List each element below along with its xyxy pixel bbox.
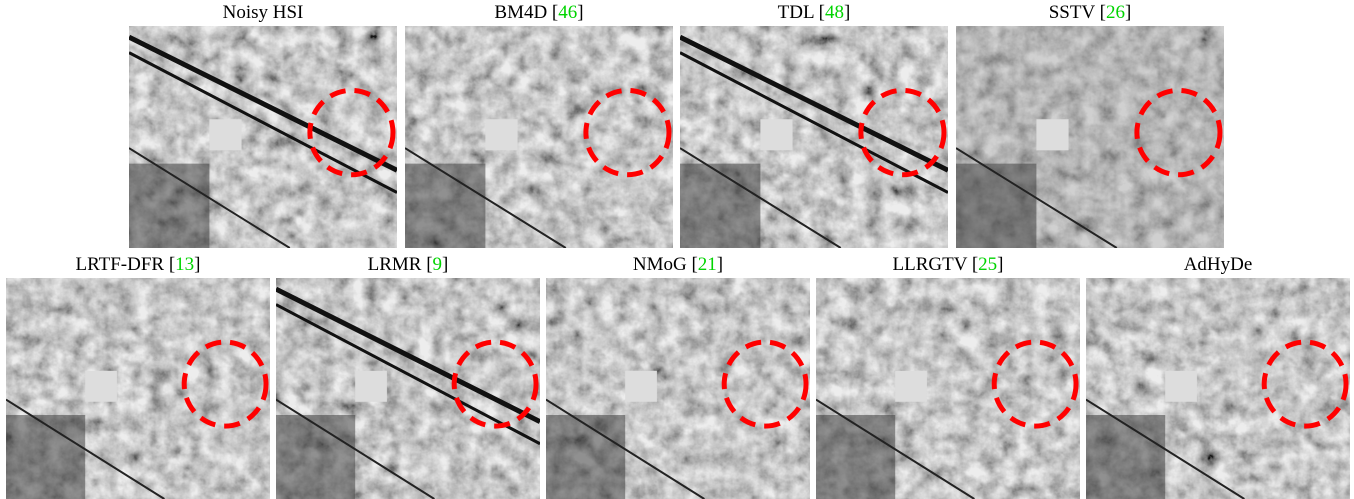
image <box>680 26 948 248</box>
building <box>1036 119 1068 150</box>
caption: LRTF-DFR [13] <box>75 254 200 275</box>
building <box>85 371 117 402</box>
caption: TDL [48] <box>778 2 851 23</box>
caption-text: Noisy HSI <box>223 2 304 23</box>
fields <box>546 415 625 499</box>
panel: SSTV [26] <box>956 2 1224 248</box>
fields <box>1086 415 1165 499</box>
panel: NMoG [21] <box>546 254 810 499</box>
citation: 48 <box>825 2 844 23</box>
caption: LLRGTV [25] <box>893 254 1004 275</box>
caption-text: AdHyDe <box>1184 254 1253 275</box>
citation: 9 <box>433 254 443 275</box>
building <box>625 371 657 402</box>
citation: 13 <box>175 254 194 275</box>
image <box>956 26 1224 248</box>
fields <box>956 164 1036 248</box>
caption-text: ] <box>844 2 850 23</box>
caption: LRMR [9] <box>368 254 449 275</box>
building <box>209 119 241 150</box>
caption-text: SSTV [ <box>1049 2 1106 23</box>
caption: SSTV [26] <box>1049 2 1132 23</box>
building <box>485 119 517 150</box>
building <box>895 371 927 402</box>
image <box>405 26 673 248</box>
caption: AdHyDe <box>1184 254 1253 275</box>
building <box>760 119 792 150</box>
panel: AdHyDe <box>1086 254 1350 499</box>
caption-text: ] <box>442 254 448 275</box>
caption-text: ] <box>717 254 723 275</box>
caption-text: ] <box>1125 2 1131 23</box>
citation: 25 <box>978 254 997 275</box>
caption-text: ] <box>577 2 583 23</box>
fields <box>129 164 209 248</box>
panel: LRMR [9] <box>276 254 540 499</box>
fields <box>816 415 895 499</box>
caption-text: LLRGTV [ <box>893 254 979 275</box>
panel: Noisy HSI <box>129 2 397 248</box>
building <box>355 371 387 402</box>
panel: BM4D [46] <box>405 2 673 248</box>
image <box>129 26 397 248</box>
caption-text: ] <box>997 254 1003 275</box>
citation: 21 <box>698 254 717 275</box>
image <box>1086 278 1350 499</box>
caption-text: ] <box>194 254 200 275</box>
fields <box>405 164 485 248</box>
building <box>1165 371 1197 402</box>
caption-text: BM4D [ <box>494 2 558 23</box>
image <box>546 278 810 499</box>
image <box>276 278 540 499</box>
citation: 26 <box>1106 2 1125 23</box>
fields <box>276 415 355 499</box>
panel: LRTF-DFR [13] <box>6 254 270 499</box>
figure: Noisy HSIBM4D [46]TDL [48]SSTV [26]LRTF-… <box>0 0 1354 499</box>
image <box>6 278 270 499</box>
image <box>816 278 1080 499</box>
fields <box>680 164 760 248</box>
caption: NMoG [21] <box>633 254 723 275</box>
caption: Noisy HSI <box>223 2 304 23</box>
caption-text: LRTF-DFR [ <box>75 254 175 275</box>
caption-text: NMoG [ <box>633 254 698 275</box>
caption-text: TDL [ <box>778 2 825 23</box>
panel: TDL [48] <box>680 2 948 248</box>
panel: LLRGTV [25] <box>816 254 1080 499</box>
citation: 46 <box>558 2 577 23</box>
caption-text: LRMR [ <box>368 254 433 275</box>
fields <box>6 415 85 499</box>
caption: BM4D [46] <box>494 2 583 23</box>
